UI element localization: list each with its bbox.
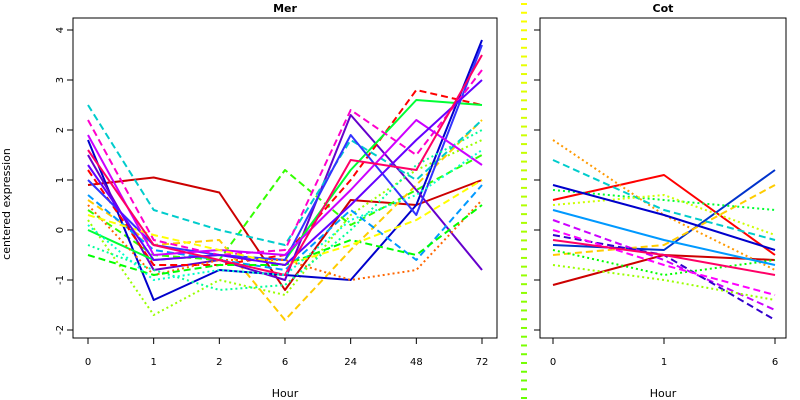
cot-series-line <box>552 184 776 256</box>
mer-series-line <box>87 129 483 291</box>
mer-series-line <box>87 119 483 256</box>
cot-series-line <box>552 139 776 271</box>
cot-plot-frame <box>539 17 787 339</box>
cot-series-line <box>552 209 776 266</box>
cot-series-line <box>552 169 776 251</box>
mer-x-tick-label: 0 <box>85 357 91 368</box>
mer-x-label: Hour <box>272 387 299 400</box>
cot-series-line <box>552 159 776 241</box>
cot-series-lines <box>552 139 776 321</box>
cot-series-line <box>552 239 776 276</box>
mer-series-line <box>87 69 483 256</box>
mer-series-line <box>87 79 483 266</box>
cot-x-axis: 0 1 6 <box>550 338 778 368</box>
cot-x-tick-label: 1 <box>661 357 667 368</box>
mer-x-axis: 0 1 2 6 24 48 72 <box>85 338 489 368</box>
panel-mer: Mer -2 -1 0 1 2 3 4 0 1 2 6 24 48 72 Hour <box>55 2 498 400</box>
mer-y-tick-label: -1 <box>55 275 66 285</box>
y-axis-label: centered expression <box>0 148 13 260</box>
mer-x-tick-label: 1 <box>150 357 156 368</box>
mer-y-tick-label: 0 <box>55 227 66 233</box>
cot-series-line <box>552 189 776 211</box>
cot-series-line <box>552 184 776 251</box>
mer-x-tick-label: 2 <box>216 357 222 368</box>
mer-series-line <box>87 104 483 246</box>
mer-x-tick-label: 6 <box>282 357 288 368</box>
mer-y-tick-label: 4 <box>55 27 66 33</box>
panel-cot: Cot 0 1 6 Hour <box>534 2 787 400</box>
mer-series-line <box>87 184 483 271</box>
cot-series-line <box>552 174 776 256</box>
cot-y-axis <box>534 29 540 331</box>
cot-title: Cot <box>653 2 674 15</box>
color-key-divider <box>521 3 527 399</box>
mer-y-axis: -2 -1 0 1 2 3 4 <box>55 27 73 335</box>
mer-y-tick-label: -2 <box>55 325 66 335</box>
cot-x-tick-label: 6 <box>772 357 778 368</box>
mer-y-tick-label: 3 <box>55 77 66 83</box>
mer-series-lines <box>87 39 483 321</box>
cot-series-line <box>552 229 776 296</box>
cot-x-tick-label: 0 <box>550 357 556 368</box>
mer-x-tick-label: 24 <box>344 357 357 368</box>
mer-x-tick-label: 72 <box>476 357 489 368</box>
mer-x-tick-label: 48 <box>410 357 423 368</box>
mer-y-tick-label: 1 <box>55 177 66 183</box>
cot-x-label: Hour <box>650 387 677 400</box>
mer-title: Mer <box>273 2 297 15</box>
mer-series-line <box>87 149 483 281</box>
cot-series-line <box>552 194 776 236</box>
cot-series-line <box>552 219 776 311</box>
mer-series-line <box>87 54 483 276</box>
mer-y-tick-label: 2 <box>55 127 66 133</box>
